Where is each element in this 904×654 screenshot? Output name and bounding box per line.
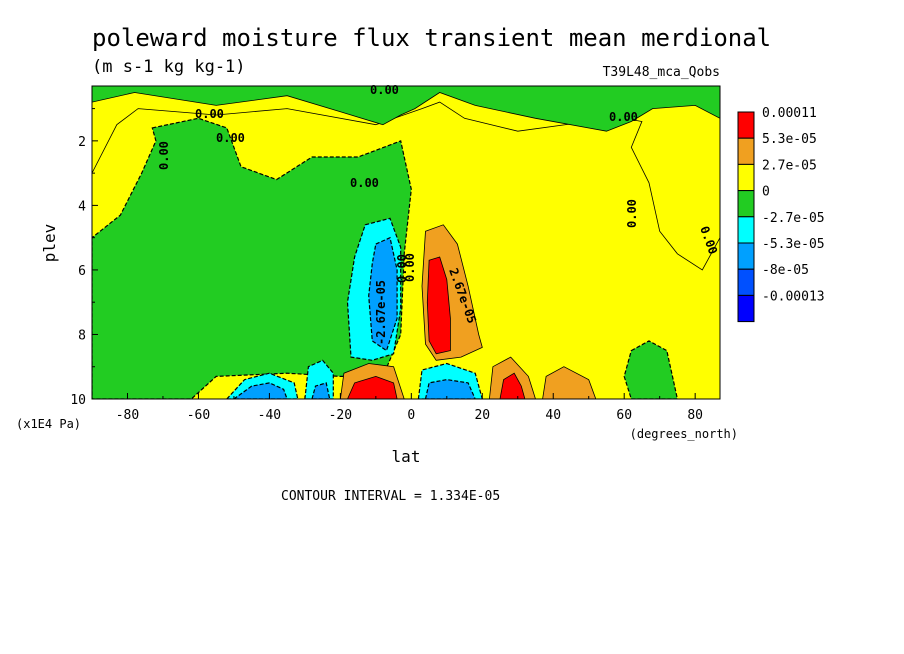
contour-label: 0.00 <box>403 253 417 282</box>
contour-region <box>232 382 288 399</box>
contour-region <box>311 382 331 399</box>
legend-label: 5.3e-05 <box>762 132 817 147</box>
contour-label: 0.00 <box>350 176 379 190</box>
contour-region <box>424 378 476 399</box>
y-tick-label: 6 <box>78 264 86 279</box>
x-axis-label: lat <box>392 447 421 466</box>
contour-region <box>368 236 398 352</box>
x-tick-label: 60 <box>616 408 632 423</box>
y-tick-label: 4 <box>78 199 86 214</box>
x-axis-units: (degrees_north) <box>630 427 738 441</box>
contour-label: -2.67e-05 <box>374 280 388 345</box>
y-axis-label: plev <box>40 224 59 263</box>
contour-label: 0.00 <box>395 254 409 283</box>
colorbar-legend: 0.00011 5.3e-05 2.7e-05 0 -2.7e-05 -5.3e-05 -8… <box>737 106 825 323</box>
contour-label: 0.00 <box>609 110 638 124</box>
run-label: T39L48_mca_Qobs <box>603 65 720 80</box>
contour-label: 0.00 <box>157 141 171 170</box>
legend-swatch <box>737 294 755 323</box>
legend-swatch <box>737 137 755 165</box>
contour-label: 0.00 <box>216 131 245 145</box>
contour-region <box>542 366 597 399</box>
y-tick-label: 2 <box>78 135 86 150</box>
chart-title: poleward moisture flux transient mean me… <box>92 24 771 52</box>
legend-swatch <box>737 268 755 296</box>
x-tick-label: 20 <box>474 408 490 423</box>
contour-region <box>426 256 451 355</box>
legend-label: 2.7e-05 <box>762 158 817 173</box>
contour-label: 0.00 <box>370 83 399 97</box>
x-tick-label: 80 <box>687 408 703 423</box>
legend-swatch <box>737 190 755 218</box>
x-axis: -80 -60 -40 -20 0 20 40 60 80 <box>91 393 703 423</box>
y-axis: 2 4 6 8 10 <box>70 108 98 408</box>
x-tick-label: 0 <box>407 408 415 423</box>
legend-label: -8e-05 <box>762 263 809 278</box>
y-tick-label: 10 <box>70 393 86 408</box>
x-tick-label: -40 <box>258 408 281 423</box>
x-tick-label: -60 <box>187 408 210 423</box>
contour-region <box>92 117 412 399</box>
plot-frame <box>91 85 721 400</box>
x-tick-label: 40 <box>545 408 561 423</box>
y-axis-units: (x1E4 Pa) <box>16 417 81 431</box>
x-tick-label: -20 <box>329 408 352 423</box>
legend-swatch <box>737 163 755 192</box>
legend-label: 0 <box>762 185 770 200</box>
contour-label: 0.00 <box>195 107 224 121</box>
legend-label: -5.3e-05 <box>762 237 825 252</box>
plot-area <box>92 86 720 399</box>
legend-swatch <box>737 216 755 244</box>
contour-interval-note: CONTOUR INTERVAL = 1.334E-05 <box>281 489 500 504</box>
chart-subtitle: (m s-1 kg kg-1) <box>92 57 246 77</box>
x-tick-label: -80 <box>116 408 139 423</box>
contour-label: 0.00 <box>625 199 639 228</box>
legend-label: -2.7e-05 <box>762 211 825 226</box>
y-tick-label: 8 <box>78 328 86 343</box>
contour-region <box>623 340 679 399</box>
contour-region <box>499 372 526 399</box>
legend-swatch <box>737 111 755 139</box>
contour-region <box>92 86 720 132</box>
contour-region <box>347 375 398 399</box>
legend-label: -0.00013 <box>762 289 825 304</box>
legend-swatch <box>737 242 755 270</box>
legend-label: 0.00011 <box>762 106 817 121</box>
